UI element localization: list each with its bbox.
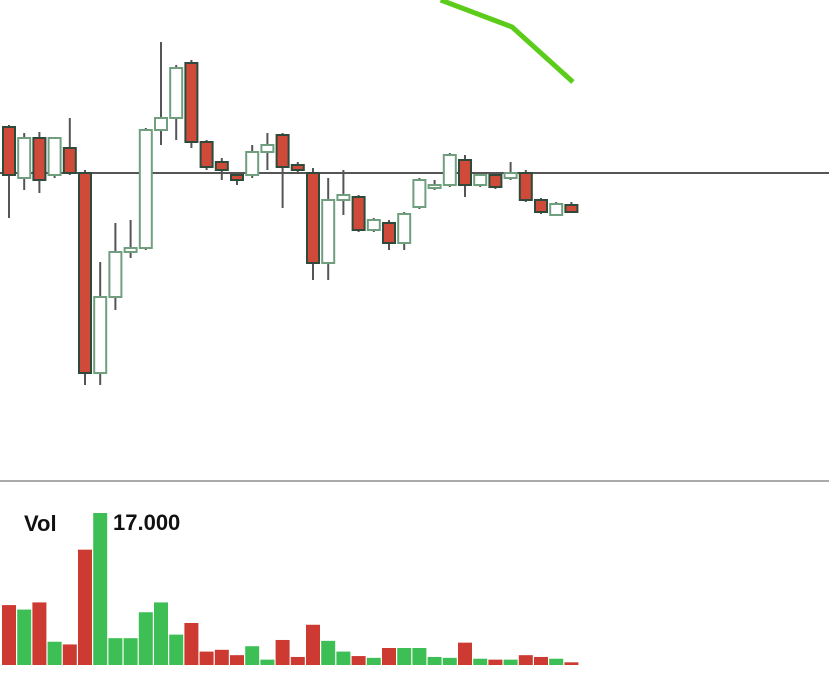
volume-bar xyxy=(518,655,533,665)
candle-body xyxy=(397,213,412,244)
volume-bar xyxy=(549,658,564,665)
candle-body xyxy=(458,159,472,186)
candle-body xyxy=(549,203,564,216)
volume-bar xyxy=(564,662,579,665)
volume-bar xyxy=(351,656,366,665)
candle-body xyxy=(503,172,518,179)
candle-body xyxy=(169,67,184,119)
volume-bar xyxy=(382,648,396,665)
candle-body xyxy=(184,62,199,143)
candle-body xyxy=(412,179,427,208)
candle-body xyxy=(321,199,336,264)
candle-body xyxy=(336,194,351,201)
volume-bar xyxy=(93,513,108,665)
candle-body xyxy=(382,222,396,244)
volume-max-label: 17.000 xyxy=(113,510,180,535)
candle-body xyxy=(214,161,229,171)
candle-body xyxy=(62,147,77,174)
volume-bar xyxy=(108,638,123,665)
volume-bar xyxy=(62,644,77,665)
candle-body xyxy=(47,137,62,176)
candle-body xyxy=(32,137,47,181)
volume-bar xyxy=(47,641,62,665)
volume-bar xyxy=(2,605,16,665)
volume-bar xyxy=(366,657,381,665)
volume-bar xyxy=(503,659,518,665)
candle-body xyxy=(230,174,244,181)
volume-bar xyxy=(32,602,47,665)
candle-body xyxy=(442,154,457,186)
volume-bar xyxy=(245,646,260,665)
volume-bar xyxy=(199,651,214,665)
candle-body xyxy=(306,172,320,264)
candle-body xyxy=(108,251,123,298)
volume-bar xyxy=(275,639,290,665)
volume-bar xyxy=(321,640,336,665)
candle-body xyxy=(245,151,260,176)
candle-body xyxy=(275,134,290,168)
volume-bar xyxy=(488,659,503,665)
volume-bar xyxy=(17,609,32,665)
candle-body xyxy=(260,144,275,153)
volume-bar xyxy=(260,659,275,665)
volume-bar xyxy=(412,648,427,665)
volume-bar xyxy=(306,624,320,665)
candle-body xyxy=(564,204,579,213)
volume-bar xyxy=(336,651,351,665)
candle-body xyxy=(518,172,533,201)
volume-bar xyxy=(154,602,168,665)
candle-body xyxy=(123,247,138,253)
volume-bar xyxy=(78,549,92,665)
volume-bar xyxy=(442,657,457,665)
volume-bar xyxy=(473,658,488,665)
volume-bar xyxy=(169,634,184,665)
candle-body xyxy=(154,117,168,131)
candle-body xyxy=(199,141,214,168)
candle-body xyxy=(93,296,108,374)
volume-bar xyxy=(427,656,442,665)
candle-body xyxy=(290,164,305,171)
candle-body xyxy=(473,174,488,186)
candle-body xyxy=(534,199,548,213)
candle-body xyxy=(138,129,153,249)
volume-bar xyxy=(397,648,412,665)
candle-body xyxy=(351,196,366,231)
volume-bar xyxy=(138,612,153,665)
candle-body xyxy=(488,174,503,188)
volume-bar xyxy=(123,638,138,665)
moving-average-line xyxy=(439,0,575,84)
candle-body xyxy=(2,126,16,176)
volume-bar xyxy=(230,655,244,665)
volume-bar xyxy=(290,656,305,665)
candle-body xyxy=(427,184,442,189)
volume-bar xyxy=(534,656,548,665)
volume-bar xyxy=(184,622,199,665)
candle-body xyxy=(17,137,32,179)
volume-bar xyxy=(458,642,472,665)
candle-body xyxy=(366,219,381,231)
volume-title: Vol xyxy=(24,511,57,536)
volume-bar xyxy=(214,649,229,665)
candle-body xyxy=(78,172,92,374)
